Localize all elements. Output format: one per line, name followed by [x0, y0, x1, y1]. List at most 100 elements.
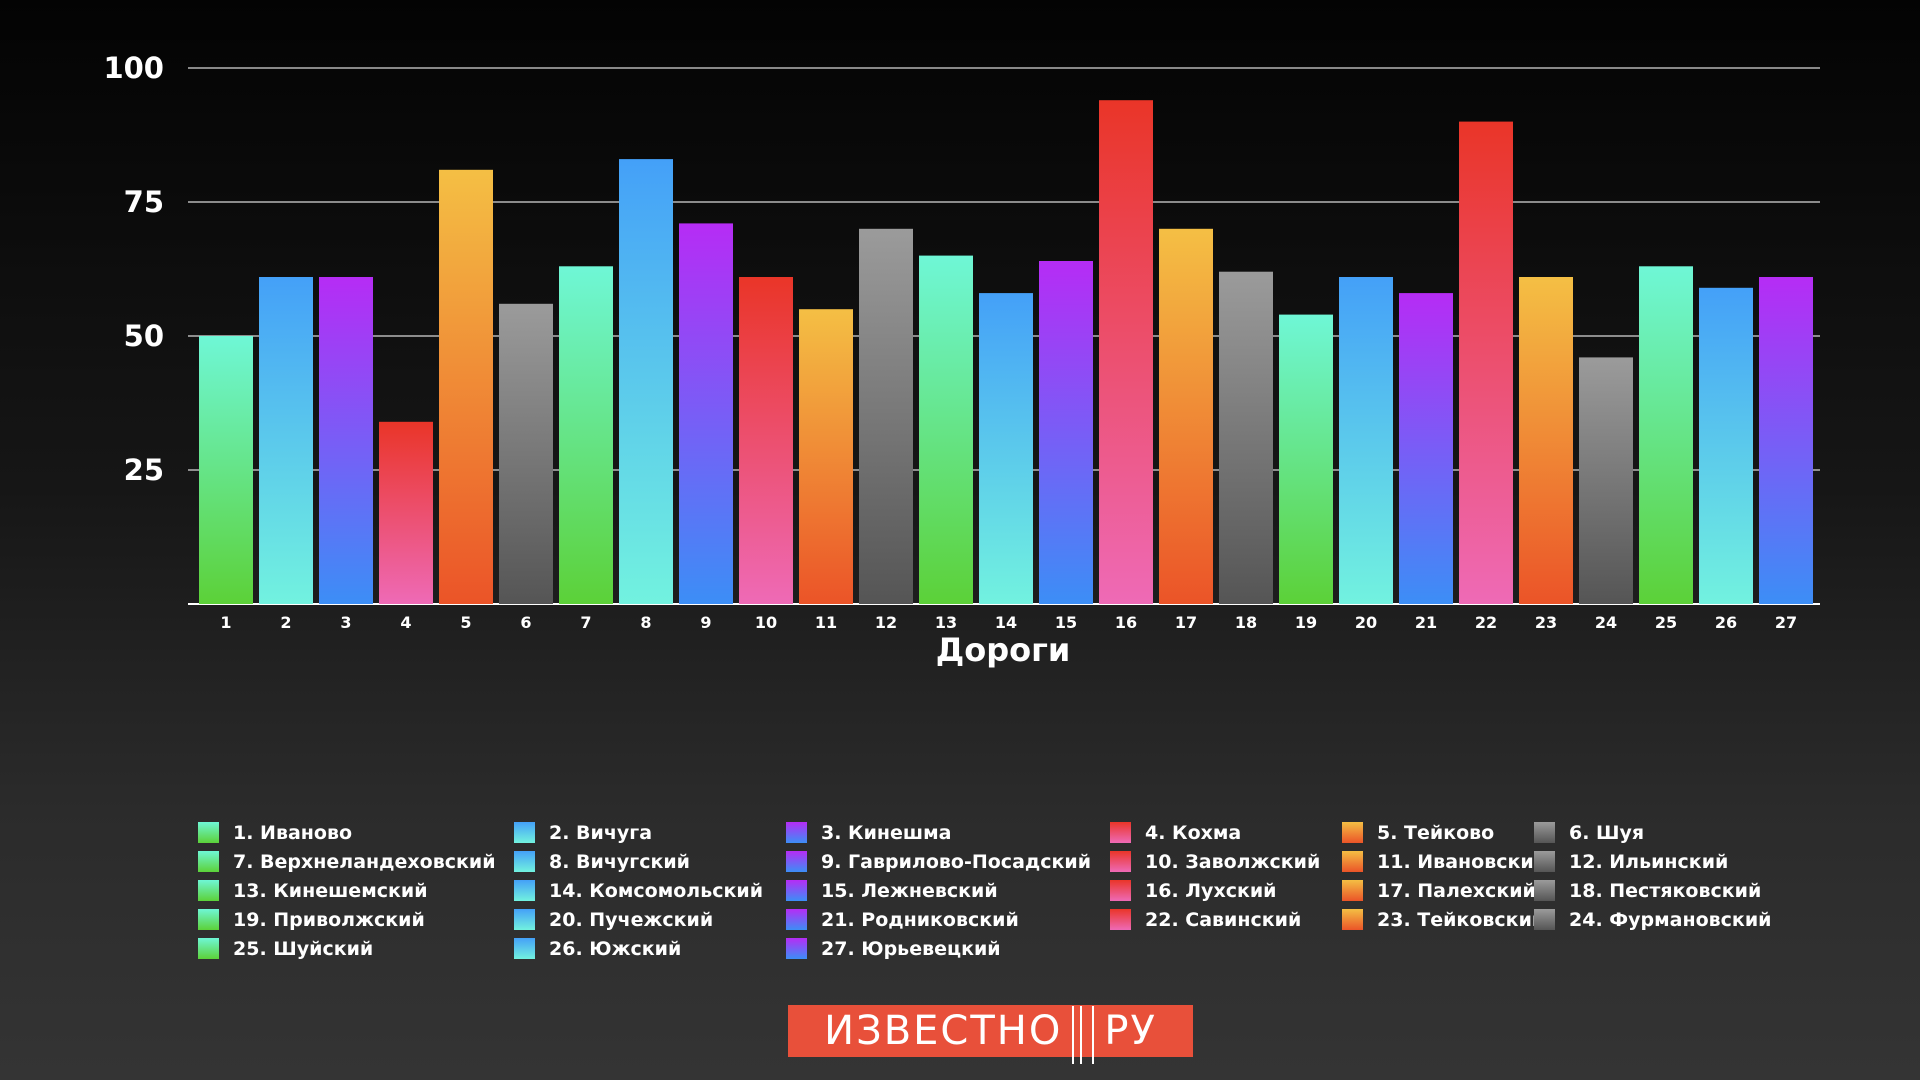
x-tick-label: 5	[460, 613, 471, 632]
bar-12	[859, 228, 913, 605]
bar-3	[319, 277, 373, 604]
x-tick-label: 3	[340, 613, 351, 632]
legend-label: 23. Тейковский	[1377, 908, 1546, 931]
legend-swatch	[514, 851, 535, 872]
legend-item: 7. Верхнеландеховский	[198, 847, 514, 876]
legend-label: 22. Савинский	[1145, 908, 1302, 931]
x-tick-label: 14	[995, 613, 1017, 632]
legend-item: 13. Кинешемский	[198, 876, 514, 905]
legend-label: 12. Ильинский	[1569, 850, 1729, 873]
legend-item: 11. Ивановский	[1342, 847, 1547, 876]
legend-label: 27. Юрьевецкий	[821, 937, 1001, 960]
legend-label: 20. Пучежский	[549, 908, 714, 931]
legend-label: 2. Вичуга	[549, 821, 653, 844]
bar-27	[1759, 277, 1813, 604]
legend-item: 26. Южский	[514, 934, 786, 963]
legend-swatch	[1534, 822, 1555, 843]
y-tick-label: 75	[124, 185, 164, 219]
x-tick-label: 26	[1715, 613, 1737, 632]
legend-item: 3. Кинешма	[786, 818, 1110, 847]
legend-item: 9. Гаврилово-Посадский	[786, 847, 1110, 876]
bar-15	[1039, 261, 1093, 604]
legend-label: 15. Лежневский	[821, 879, 998, 902]
legend-label: 4. Кохма	[1145, 821, 1242, 844]
bars	[199, 100, 1813, 605]
legend-swatch	[786, 938, 807, 959]
logo-divider-icon	[1072, 1006, 1095, 1064]
legend-item: 5. Тейково	[1342, 818, 1534, 847]
x-tick-label: 6	[520, 613, 531, 632]
x-tick-label: 2	[280, 613, 291, 632]
y-tick-label: 50	[124, 319, 164, 353]
legend-item: 20. Пучежский	[514, 905, 786, 934]
legend-item: 8. Вичугский	[514, 847, 786, 876]
bar-26	[1699, 287, 1753, 604]
legend-label: 11. Ивановский	[1377, 850, 1548, 873]
legend-item: 15. Лежневский	[786, 876, 1110, 905]
legend-item: 6. Шуя	[1534, 818, 1784, 847]
legend-label: 17. Палехский	[1377, 879, 1536, 902]
legend-swatch	[1534, 909, 1555, 930]
legend-item: 17. Палехский	[1342, 876, 1536, 905]
legend-label: 19. Приволжский	[233, 908, 425, 931]
legend: 1. Иваново 2. Вичуга 3. Кинешма 4. Кохма 5. …	[198, 818, 1838, 968]
x-tick-label: 18	[1235, 613, 1257, 632]
x-tick-label: 21	[1415, 613, 1437, 632]
logo-text-right: РУ	[1104, 1008, 1157, 1054]
legend-label: 6. Шуя	[1569, 821, 1645, 844]
x-tick-label: 4	[400, 613, 411, 632]
bar-9	[679, 223, 733, 604]
legend-label: 10. Заволжский	[1145, 850, 1321, 873]
legend-label: 8. Вичугский	[549, 850, 690, 873]
legend-item: 27. Юрьевецкий	[786, 934, 1110, 963]
x-tick-label: 10	[755, 613, 777, 632]
legend-swatch	[514, 909, 535, 930]
legend-swatch	[1342, 822, 1363, 843]
legend-swatch	[786, 909, 807, 930]
y-tick-label: 100	[103, 51, 164, 85]
legend-label: 26. Южский	[549, 937, 682, 960]
legend-swatch	[514, 880, 535, 901]
legend-swatch	[198, 822, 219, 843]
legend-swatch	[1342, 909, 1363, 930]
bar-13	[919, 255, 973, 604]
legend-label: 16. Лухский	[1145, 879, 1277, 902]
legend-label: 21. Родниковский	[821, 908, 1019, 931]
x-tick-label: 22	[1475, 613, 1497, 632]
legend-label: 5. Тейково	[1377, 821, 1495, 844]
bar-17	[1159, 228, 1213, 605]
bar-22	[1459, 121, 1513, 604]
legend-item: 18. Пестяковский	[1534, 876, 1784, 905]
x-tick-label: 16	[1115, 613, 1137, 632]
legend-swatch	[786, 851, 807, 872]
legend-item: 21. Родниковский	[786, 905, 1110, 934]
legend-item: 4. Кохма	[1110, 818, 1342, 847]
x-tick-label: 23	[1535, 613, 1557, 632]
legend-swatch	[198, 851, 219, 872]
bar-4	[379, 421, 433, 604]
legend-item: 25. Шуйский	[198, 934, 514, 963]
legend-item: 14. Комсомольский	[514, 876, 786, 905]
legend-swatch	[1110, 880, 1131, 901]
bar-24	[1579, 357, 1633, 604]
legend-label: 25. Шуйский	[233, 937, 374, 960]
legend-item: 2. Вичуга	[514, 818, 786, 847]
legend-label: 14. Комсомольский	[549, 879, 764, 902]
legend-item: 1. Иваново	[198, 818, 514, 847]
izvestno-logo: ИЗВЕСТНО РУ	[788, 1005, 1193, 1064]
bar-8	[619, 159, 673, 604]
x-tick-label: 17	[1175, 613, 1197, 632]
legend-swatch	[1342, 851, 1363, 872]
legend-swatch	[1534, 851, 1555, 872]
legend-swatch	[514, 822, 535, 843]
x-tick-label: 15	[1055, 613, 1077, 632]
legend-item: 24. Фурмановский	[1534, 905, 1784, 934]
x-tick-label: 20	[1355, 613, 1377, 632]
legend-swatch	[1534, 880, 1555, 901]
bar-19	[1279, 314, 1333, 604]
legend-swatch	[198, 938, 219, 959]
x-tick-label: 8	[640, 613, 651, 632]
bar-5	[439, 169, 493, 605]
